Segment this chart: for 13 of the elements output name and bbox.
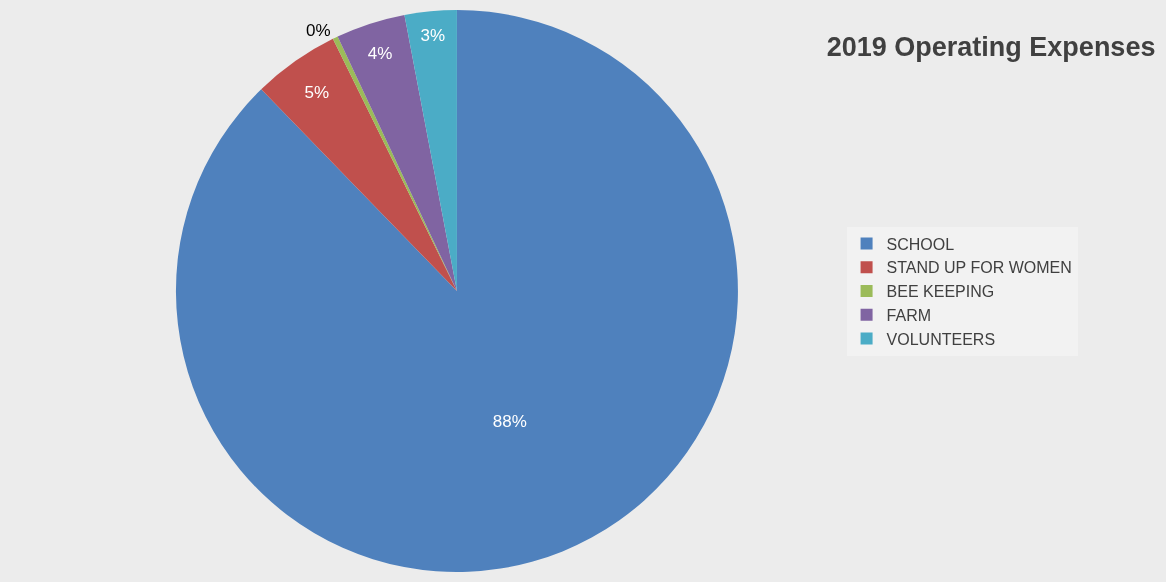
legend-label: STAND UP FOR WOMEN <box>886 259 1072 277</box>
data-label: 5% <box>304 82 330 102</box>
legend-label: SCHOOL <box>886 235 955 253</box>
data-label: 3% <box>420 25 446 45</box>
legend-label: VOLUNTEERS <box>886 330 996 348</box>
data-label: 4% <box>367 43 393 63</box>
pie-slice <box>176 10 738 572</box>
pie-slice <box>404 10 457 291</box>
legend-label: FARM <box>886 307 932 325</box>
data-label: 0% <box>305 20 331 40</box>
text: 2019 Operating Expenses <box>826 32 1156 63</box>
legend-label: BEE KEEPING <box>886 283 995 301</box>
data-label: 88% <box>492 411 527 431</box>
